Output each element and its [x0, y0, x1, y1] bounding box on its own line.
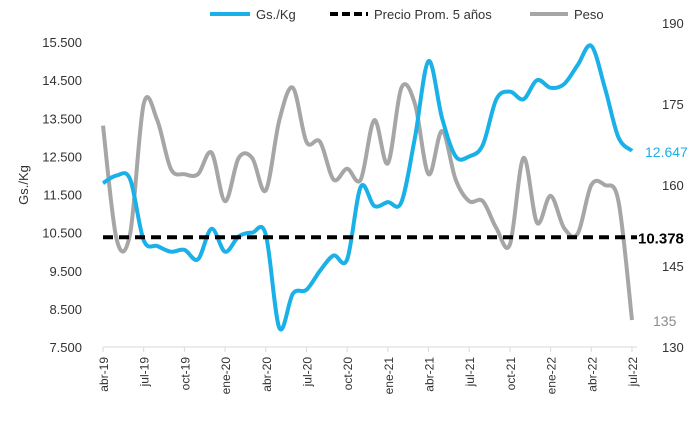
y-tick-label: 9.500	[49, 264, 82, 279]
y-axis-label: Gs./Kg	[16, 165, 31, 205]
legend: Gs./Kg Precio Prom. 5 años Peso	[210, 7, 604, 22]
y-tick-label: 7.500	[49, 340, 82, 355]
data-label-price: 12.647	[645, 144, 688, 160]
x-tick-label: abr-20	[260, 357, 274, 392]
x-tick-label: jul-20	[300, 357, 314, 388]
data-label-peso: 135	[653, 313, 677, 329]
y-tick-label: 13.500	[42, 111, 82, 126]
y2-tick-label: 145	[662, 259, 684, 274]
x-tick-label: abr-22	[585, 357, 599, 392]
x-tick-label: jul-19	[138, 357, 152, 388]
x-tick-label: jul-21	[463, 357, 477, 388]
x-tick-label: ene-20	[219, 357, 233, 395]
y2-tick-label: 130	[662, 340, 684, 355]
series-line-price	[101, 43, 634, 332]
x-tick-label: ene-22	[545, 357, 559, 395]
legend-label-price: Gs./Kg	[256, 7, 296, 22]
y-tick-label: 10.500	[42, 226, 82, 241]
x-tick-label: jul-22	[626, 357, 640, 388]
series-line-peso	[101, 82, 634, 321]
y2-tick-label: 160	[662, 178, 684, 193]
y-tick-label: 14.500	[42, 73, 82, 88]
x-tick-label: oct-19	[178, 357, 192, 391]
x-tick-label: abr-21	[423, 357, 437, 392]
legend-label-peso: Peso	[574, 7, 604, 22]
x-tick-label: abr-19	[97, 357, 111, 392]
y-tick-label: 12.500	[42, 149, 82, 164]
y2-tick-label: 190	[662, 16, 684, 31]
x-tick-label: oct-20	[341, 357, 355, 391]
y-tick-label: 11.500	[43, 188, 82, 203]
y2-tick-label: 175	[662, 97, 684, 112]
y-tick-label: 8.500	[49, 302, 82, 317]
data-label-avg: 10.378	[638, 230, 684, 247]
y-tick-label: 15.500	[42, 35, 82, 50]
x-tick-label: ene-21	[382, 357, 396, 395]
x-tick-label: oct-21	[504, 357, 518, 391]
legend-label-avg: Precio Prom. 5 años	[374, 7, 492, 22]
